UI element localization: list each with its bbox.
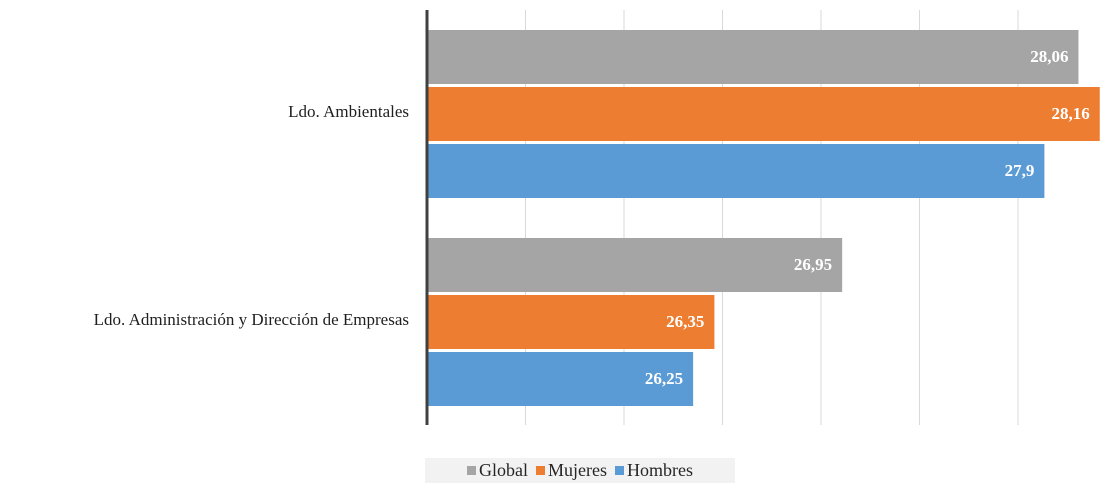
- legend-label-hombres: Hombres: [626, 460, 693, 480]
- bar-global: [428, 238, 843, 292]
- category-label: Ldo. Ambientales: [288, 102, 409, 121]
- bar-mujeres: [428, 87, 1100, 141]
- legend-item-global: Global: [467, 460, 528, 481]
- legend-item-hombres: Hombres: [614, 460, 693, 481]
- bar-mujeres: [428, 295, 715, 349]
- data-label-mujeres: 26,35: [666, 312, 704, 331]
- bar-hombres: [428, 352, 694, 406]
- data-label-hombres: 26,25: [645, 369, 683, 388]
- data-label-global: 26,95: [794, 255, 832, 274]
- legend-swatch-mujeres: [536, 466, 545, 475]
- category-labels: Ldo. Ambientales Ldo. Administración y Di…: [94, 102, 409, 329]
- data-label-mujeres: 28,16: [1052, 104, 1090, 123]
- legend-label-global: Global: [479, 460, 528, 480]
- data-label-global: 28,06: [1030, 47, 1068, 66]
- data-label-hombres: 27,9: [1005, 161, 1035, 180]
- bar-value-labels: 28,06 28,16 27,9 26,95 26,35 26,25: [645, 47, 1090, 388]
- bars: [428, 30, 1100, 406]
- bar-global: [428, 30, 1079, 84]
- legend-swatch-hombres: [614, 466, 624, 475]
- legend: Global Mujeres Hombres: [425, 458, 735, 483]
- legend-item-mujeres: Mujeres: [536, 460, 607, 481]
- legend-swatch-global: [467, 466, 476, 475]
- category-label: Ldo. Administración y Dirección de Empre…: [94, 310, 409, 329]
- legend-label-mujeres: Mujeres: [548, 460, 607, 480]
- bar-hombres: [428, 144, 1045, 198]
